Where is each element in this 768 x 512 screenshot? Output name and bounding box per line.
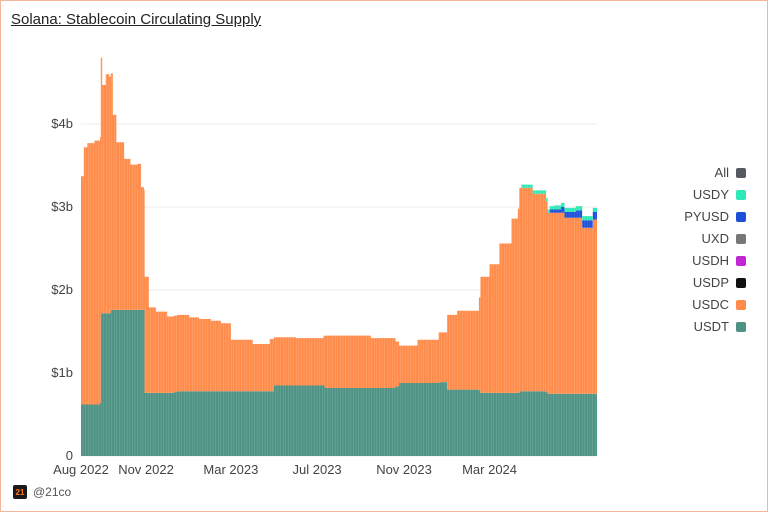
y-tick-label: $3b [51,199,73,214]
y-tick-label: 0 [66,448,73,463]
footer: 21 @21co [13,485,71,499]
legend-label-uxd: UXD [702,231,729,246]
legend-swatch-all [736,168,746,178]
x-axis: Aug 2022 Nov 2022 Mar 2023 Jul 2023 Nov 2023… [53,462,517,477]
legend-label-all: All [715,165,730,180]
series-area-usdt [81,309,597,456]
legend-swatch-usdc [736,300,746,310]
legend-label-usdy: USDY [693,187,729,202]
legend-swatch-usdt [736,322,746,332]
legend-swatch-usdp [736,278,746,288]
chart-title[interactable]: Solana: Stablecoin Circulating Supply [11,11,262,28]
legend-label-pyusd: PYUSD [684,209,729,224]
x-tick-label: Nov 2023 [376,462,432,477]
legend-swatch-usdh [736,256,746,266]
x-tick-label: Mar 2023 [203,462,258,477]
legend-label-usdc: USDC [692,297,729,312]
y-tick-label: $4b [51,116,73,131]
series-area-usdc [81,57,597,405]
legend-swatch-uxd [736,234,746,244]
x-tick-label: Mar 2024 [462,462,517,477]
y-tick-label: $2b [51,282,73,297]
legend: All USDY PYUSD UXD USDH USDP USDC USDT [684,165,746,334]
legend-swatch-pyusd [736,212,746,222]
legend-label-usdp: USDP [693,275,729,290]
brand-logo-icon: 21 [13,485,27,499]
x-tick-label: Nov 2022 [118,462,174,477]
x-tick-label: Aug 2022 [53,462,109,477]
x-tick-label: Jul 2023 [293,462,342,477]
legend-swatch-usdy [736,190,746,200]
legend-label-usdt: USDT [694,319,729,334]
y-axis: 0 $1b $2b $3b $4b [51,116,73,463]
y-tick-label: $1b [51,365,73,380]
bar-stripes [82,41,596,456]
legend-label-usdh: USDH [692,253,729,268]
footer-handle[interactable]: @21co [33,485,72,499]
series-areas [81,57,597,456]
